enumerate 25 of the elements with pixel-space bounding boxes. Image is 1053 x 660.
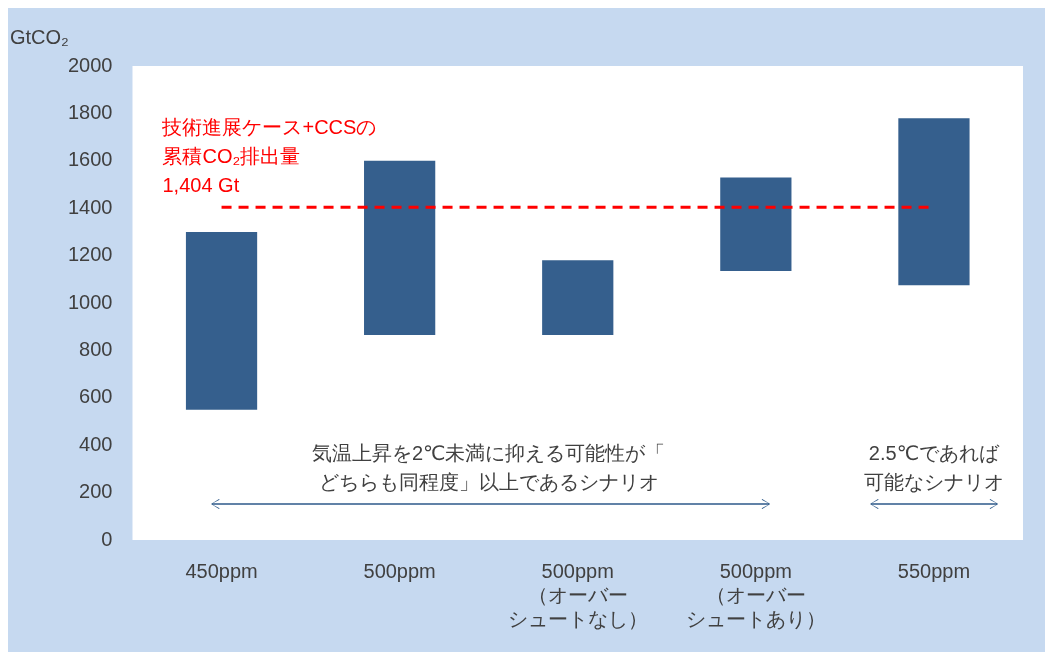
annotation: 気温上昇を2℃未満に抑える可能性が「どちらも同程度」以上であるシナリオ [311,441,666,493]
y-tick-label: 600 [79,385,113,408]
y-tick-label: 1200 [67,243,113,266]
y-tick-label: 200 [79,480,113,503]
y-tick-label: 1600 [67,148,113,171]
y-tick-label: 800 [79,337,113,360]
y-tick-label: 2000 [67,53,113,76]
annotation: 2.5℃であれば可能なシナリオ [863,441,1004,493]
y-tick-label: 1800 [67,100,113,123]
bar [185,231,258,410]
bar [720,177,792,272]
x-tick-label: 500ppm [363,559,436,582]
x-tick-label: 450ppm [185,559,258,582]
x-tick-label: 500ppm（オーバーシュートなし） [507,559,648,630]
bar [542,260,614,335]
y-tick-label: 1000 [67,290,113,313]
y-axis-title: GtCO₂ [10,25,69,48]
x-tick-label: 550ppm [897,559,971,582]
bar [898,118,970,286]
x-tick-label: 500ppm（オーバーシュートあり） [685,559,826,630]
y-tick-label: 1400 [67,195,113,218]
y-tick-label: 400 [79,432,113,455]
bar [364,160,436,335]
ref-line-label: 技術進展ケース+CCSの累積CO₂排出量1,404 Gt [161,115,377,196]
y-tick-label: 0 [101,527,113,550]
